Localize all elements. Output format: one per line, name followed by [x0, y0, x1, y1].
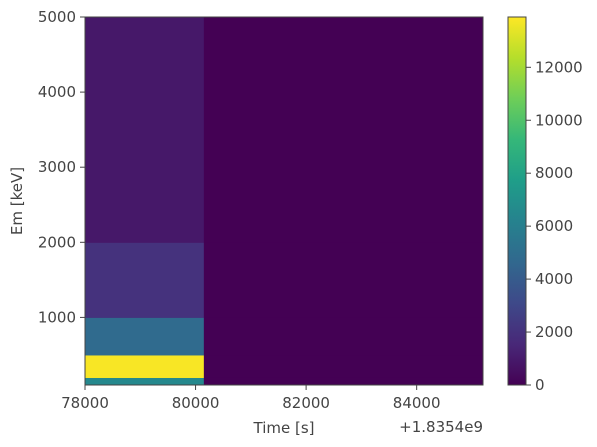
- x-axis-offset-label: +1.8354e9: [399, 418, 483, 436]
- colorbar-ticks: 0 2000 4000 6000 8000 10000 12000: [526, 58, 583, 394]
- heatmap-cell: [203, 17, 484, 243]
- heatmap-cell: [85, 377, 205, 386]
- y-axis-label: Em [keV]: [8, 167, 26, 235]
- heatmap-cell: [203, 242, 484, 318]
- heatmap-cell: [203, 377, 484, 386]
- colorbar: [507, 16, 527, 386]
- y-tick-label: 1000: [38, 308, 76, 326]
- colorbar-tick-label: 12000: [535, 58, 583, 76]
- heatmap-cell: [203, 354, 484, 378]
- y-tick-label: 4000: [38, 83, 76, 101]
- heatmap-cell: [85, 17, 205, 243]
- y-tick-label: 5000: [38, 8, 76, 26]
- x-tick-label: 82000: [282, 394, 330, 412]
- x-tick-label: 80000: [172, 394, 220, 412]
- colorbar-tick-label: 2000: [535, 323, 573, 341]
- y-tick-label: 2000: [38, 233, 76, 251]
- plot-frame: [84, 16, 484, 386]
- colorbar-tick-label: 6000: [535, 217, 573, 235]
- colorbar-tick-label: 8000: [535, 164, 573, 182]
- x-tick-label: 78000: [61, 394, 109, 412]
- y-axis-ticks: 1000 2000 3000 4000 5000: [38, 8, 85, 326]
- heatmap-cell: [85, 317, 205, 356]
- y-tick-label: 3000: [38, 158, 76, 176]
- heatmap-cell: [203, 317, 484, 356]
- x-tick-label: 84000: [393, 394, 441, 412]
- colorbar-tick-label: 10000: [535, 111, 583, 129]
- heatmap-cells: [85, 17, 484, 386]
- x-axis-ticks: 78000 80000 82000 84000: [61, 385, 441, 412]
- x-axis-label: Time [s]: [253, 419, 315, 437]
- colorbar-tick-label: 0: [535, 376, 545, 394]
- colorbar-tick-label: 4000: [535, 270, 573, 288]
- heatmap-cell: [85, 354, 205, 378]
- heatmap-cell: [85, 242, 205, 318]
